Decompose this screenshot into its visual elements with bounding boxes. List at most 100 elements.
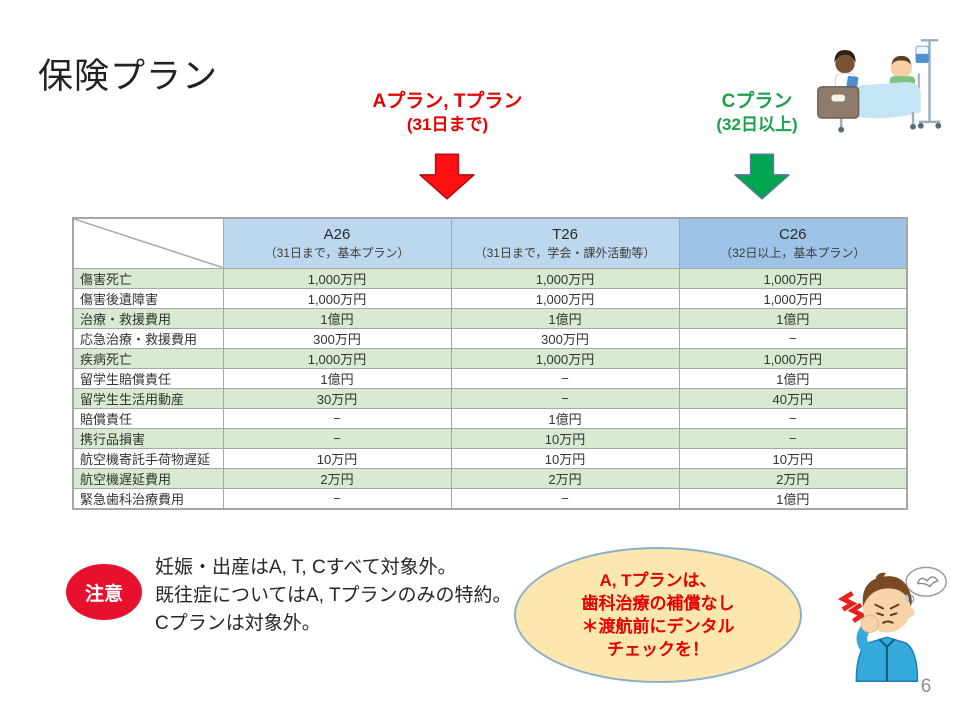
cell-a26: 1,000万円 — [222, 287, 452, 309]
row-label: 治療・救援費用 — [72, 307, 224, 329]
table-row: 留学生生活用動産 30万円 −40万円 — [72, 387, 908, 409]
row-label: 留学生生活用動産 — [72, 387, 224, 409]
cell-t26: − — [450, 387, 680, 409]
green-down-arrow-icon — [734, 153, 790, 200]
cell-c26: 1,000万円 — [678, 347, 908, 369]
callout-line: チェックを！ — [607, 640, 709, 659]
cell-a26: 1億円 — [222, 307, 452, 329]
row-label: 携行品損害 — [72, 427, 224, 449]
row-label: 傷害死亡 — [72, 267, 224, 289]
diagonal-header-cell — [72, 217, 224, 269]
callout-line: 歯科治療の補償なし — [581, 594, 735, 613]
caution-notes: 妊娠・出産はA, T, Cすべて対象外。 既往症についてはA, Tプランのみの特… — [155, 554, 512, 638]
row-label: 緊急歯科治療費用 — [72, 487, 224, 509]
table-header-row: A26 （31日まで，基本プラン） T26 （31日まで，学会・課外活動等） C… — [72, 217, 908, 269]
cell-t26: 1,000万円 — [450, 267, 680, 289]
heading-c-plan-line2: (32日以上) — [716, 115, 798, 134]
dental-callout-text: A, Tプランは、 歯科治療の補償なし ＊渡航前にデンタル チェックを！ — [582, 569, 735, 661]
cell-a26: − — [222, 427, 452, 449]
table-row: 治療・救援費用 1億円 1億円 1億円 — [72, 307, 908, 329]
table-row: 航空機遅延費用 2万円 2万円 2万円 — [72, 467, 908, 489]
cell-a26: 300万円 — [222, 327, 452, 349]
row-label: 航空機寄託手荷物遅延 — [72, 447, 224, 469]
caution-note-line: Cプランは対象外。 — [155, 613, 321, 634]
table-row: 応急治療・救援費用 300万円 300万円 − — [72, 327, 908, 349]
cell-t26: 1,000万円 — [450, 347, 680, 369]
column-name-a26: A26 — [323, 226, 351, 244]
cell-a26: 1,000万円 — [222, 267, 452, 289]
table-row: 賠償責任 −1億円 − — [72, 407, 908, 429]
caution-note-line: 既往症についてはA, Tプランのみの特約。 — [155, 585, 512, 606]
cell-a26: 1億円 — [222, 367, 452, 389]
cell-a26: − — [222, 487, 452, 509]
cell-a26: 10万円 — [222, 447, 452, 469]
column-header-c26: C26 （32日以上，基本プラン） — [678, 217, 908, 269]
red-down-arrow-icon — [419, 153, 475, 200]
heading-c-plan-line1: Cプラン — [721, 91, 793, 112]
page-title: 保険プラン — [38, 57, 219, 96]
column-header-t26: T26 （31日まで，学会・課外活動等） — [450, 217, 680, 269]
heading-a-t-plan: Aプラン, Tプラン (31日まで) — [330, 90, 565, 136]
cell-t26: − — [450, 367, 680, 389]
cell-a26: 2万円 — [222, 467, 452, 489]
hospital-bed-patient-nurse-illustration — [817, 39, 942, 133]
table-row: 傷害死亡 1,000万円 1,000万円 1,000万円 — [72, 267, 908, 289]
caution-note-line: 妊娠・出産はA, T, Cすべて対象外。 — [155, 557, 457, 578]
column-subtitle-t26: （31日まで，学会・課外活動等） — [474, 246, 656, 261]
column-name-c26: C26 — [778, 226, 807, 244]
cell-a26: 1,000万円 — [222, 347, 452, 369]
table-row: 緊急歯科治療費用 − −1億円 — [72, 487, 908, 509]
cell-t26: 300万円 — [450, 327, 680, 349]
cell-a26: − — [222, 407, 452, 429]
heading-a-t-plan-line2: (31日まで) — [406, 115, 489, 134]
cell-t26: − — [450, 487, 680, 509]
cell-c26: 1億円 — [678, 367, 908, 389]
diagonal-line — [74, 219, 223, 268]
callout-line: A, Tプランは、 — [599, 571, 717, 590]
cell-c26: − — [678, 407, 908, 429]
table-row: 航空機寄託手荷物遅延 10万円 10万円 10万円 — [72, 447, 908, 469]
cell-c26: − — [678, 327, 908, 349]
cell-c26: 2万円 — [678, 467, 908, 489]
caution-badge: 注意 — [66, 564, 142, 620]
coverage-table: A26 （31日まで，基本プラン） T26 （31日まで，学会・課外活動等） C… — [72, 217, 908, 510]
cell-c26: 1,000万円 — [678, 267, 908, 289]
cell-c26: 10万円 — [678, 447, 908, 469]
column-subtitle-c26: （32日以上，基本プラン） — [720, 246, 866, 261]
row-label: 航空機遅延費用 — [72, 467, 224, 489]
cell-c26: 40万円 — [678, 387, 908, 409]
coverage-table-body: 傷害死亡 1,000万円 1,000万円 1,000万円 傷害後遺障害 1,000万円 1,… — [72, 267, 908, 509]
caution-badge-label: 注意 — [84, 583, 123, 605]
column-name-t26: T26 — [552, 226, 578, 244]
cell-c26: − — [678, 427, 908, 449]
row-label: 留学生賠償責任 — [72, 367, 224, 389]
table-row: 携行品損害 −10万円 − — [72, 427, 908, 449]
green-arrow-shape — [734, 153, 790, 200]
column-subtitle-a26: （31日まで，基本プラン） — [264, 246, 410, 261]
heading-a-t-plan-line1: Aプラン, Tプラン — [372, 91, 523, 112]
heading-c-plan: Cプラン (32日以上) — [672, 90, 842, 136]
callout-line: ＊渡航前にデンタル — [581, 617, 735, 636]
row-label: 賠償責任 — [72, 407, 224, 429]
cell-t26: 10万円 — [450, 427, 680, 449]
cell-t26: 1億円 — [450, 307, 680, 329]
cell-c26: 1億円 — [678, 487, 908, 509]
table-row: 疾病死亡 1,000万円 1,000万円 1,000万円 — [72, 347, 908, 369]
dental-callout-ellipse: A, Tプランは、 歯科治療の補償なし ＊渡航前にデンタル チェックを！ — [514, 547, 802, 683]
red-arrow-shape — [419, 153, 475, 200]
table-row: 傷害後遺障害 1,000万円 1,000万円 1,000万円 — [72, 287, 908, 309]
cell-t26: 1億円 — [450, 407, 680, 429]
toothache-man-illustration — [837, 566, 947, 682]
cell-t26: 10万円 — [450, 447, 680, 469]
column-header-a26: A26 （31日まで，基本プラン） — [222, 217, 452, 269]
row-label: 応急治療・救援費用 — [72, 327, 224, 349]
row-label: 傷害後遺障害 — [72, 287, 224, 309]
page-number: 6 — [920, 676, 932, 697]
table-row: 留学生賠償責任 1億円 −1億円 — [72, 367, 908, 389]
cell-c26: 1,000万円 — [678, 287, 908, 309]
cell-c26: 1億円 — [678, 307, 908, 329]
row-label: 疾病死亡 — [72, 347, 224, 369]
cell-t26: 2万円 — [450, 467, 680, 489]
cell-t26: 1,000万円 — [450, 287, 680, 309]
